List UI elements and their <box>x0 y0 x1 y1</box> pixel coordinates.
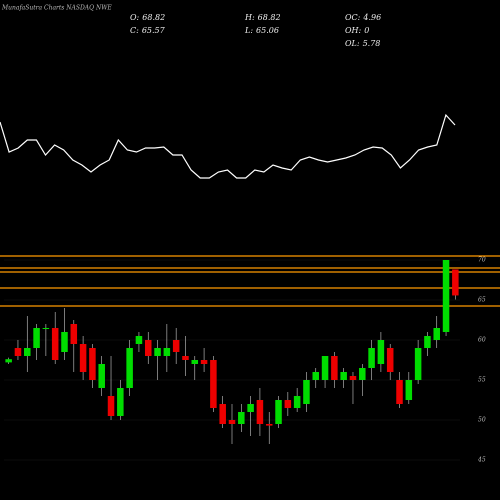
y-tick-label: 45 <box>477 457 486 464</box>
ohlc-value: 68.82 <box>142 13 165 22</box>
ohlc-label: OL: <box>345 39 360 48</box>
candle-body <box>256 400 264 424</box>
candle-body <box>433 328 440 340</box>
ohlc-value: 0 <box>364 26 369 35</box>
candle-body <box>228 420 236 424</box>
candle-body <box>386 348 394 372</box>
candle-body <box>172 340 180 352</box>
candle-body <box>79 344 87 372</box>
candle-body <box>200 360 208 364</box>
candle-body <box>5 359 12 363</box>
ohlc-info: C: 65.57 <box>130 26 166 35</box>
ohlc-label: C: <box>130 26 139 35</box>
y-tick-label: 70 <box>478 257 486 264</box>
candle-body <box>452 269 459 296</box>
indicator-line <box>0 113 456 179</box>
y-tick-label: 60 <box>478 337 486 344</box>
ohlc-value: 5.78 <box>363 39 381 48</box>
ohlc-info: OL: 5.78 <box>345 39 380 48</box>
ohlc-info: OH: 0 <box>345 26 369 35</box>
candle-body <box>163 348 171 356</box>
candle-body <box>377 340 385 364</box>
candle-body <box>349 376 357 380</box>
y-tick-label: 50 <box>478 417 486 424</box>
candle-body <box>107 396 115 416</box>
candle-body <box>247 404 254 412</box>
candle-body <box>284 400 292 408</box>
y-tick-label: 55 <box>478 377 486 384</box>
candle-body <box>321 356 329 380</box>
candle-body <box>154 348 161 356</box>
chart-title: MunafaSutra Charts NASDAQ NWE <box>1 5 112 12</box>
candle-body <box>359 368 366 380</box>
candle-body <box>14 348 22 356</box>
ohlc-info: OC: 4.96 <box>345 13 381 22</box>
candle-body <box>210 360 217 408</box>
candle-body <box>33 328 40 348</box>
candle-body <box>312 372 320 380</box>
ohlc-info: H: 68.82 <box>244 13 281 22</box>
ohlc-label: L: <box>244 26 253 35</box>
candle-body <box>331 356 338 380</box>
ohlc-value: 68.82 <box>258 13 281 22</box>
candle-body <box>89 348 96 380</box>
ohlc-label: H: <box>244 13 255 22</box>
candle-body <box>135 336 143 344</box>
candle-body <box>42 328 50 329</box>
candle-body <box>340 372 347 380</box>
candle-body <box>405 380 413 400</box>
candle-body <box>182 356 189 360</box>
candle-body <box>191 360 199 364</box>
candle-body <box>442 260 450 332</box>
candle-body <box>238 412 245 424</box>
candle-body <box>51 328 59 360</box>
ohlc-value: 65.06 <box>256 26 279 35</box>
candle-body <box>396 380 403 404</box>
candle-body <box>126 348 133 388</box>
ohlc-value: 65.57 <box>142 26 166 35</box>
candle-body <box>424 336 431 348</box>
candle-body <box>24 348 31 356</box>
ohlc-info: L: 65.06 <box>244 26 279 35</box>
ohlc-label: O: <box>130 13 140 22</box>
candle-body <box>275 400 282 424</box>
candle-body <box>144 340 152 356</box>
candle-body <box>61 332 68 352</box>
ohlc-label: OH: <box>345 26 362 35</box>
ohlc-info: O: 68.82 <box>130 13 165 22</box>
ohlc-value: 4.96 <box>362 13 381 22</box>
candle-body <box>303 380 310 404</box>
candle-body <box>368 348 375 368</box>
candle-body <box>98 364 105 388</box>
candle-body <box>293 396 301 408</box>
y-tick-label: 65 <box>478 297 486 304</box>
ohlc-label: OC: <box>345 13 361 22</box>
candle-body <box>117 388 124 416</box>
candle-body <box>70 324 78 344</box>
candle-body <box>265 424 273 426</box>
candle-body <box>219 404 226 424</box>
candle-body <box>414 348 422 380</box>
